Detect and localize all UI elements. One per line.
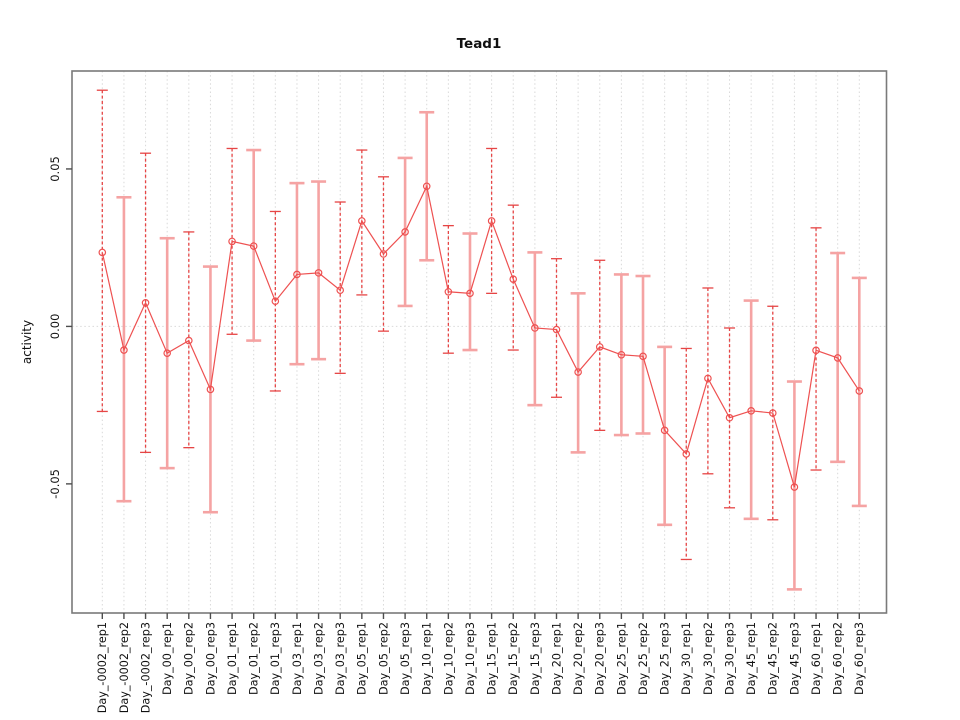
x-tick-label: Day_00_rep1: [161, 622, 174, 695]
data-point-marker: [271, 297, 280, 306]
x-tick-label: Day_15_rep2: [507, 622, 520, 695]
chart-title: Tead1: [456, 36, 502, 52]
data-point-marker: [163, 349, 171, 357]
x-tick-label: Day_15_rep3: [529, 622, 542, 695]
x-tick-label: Day_-0002_rep2: [118, 622, 131, 713]
x-tick-label: Day_60_rep3: [853, 622, 866, 695]
y-tick-label: 0.05: [48, 156, 62, 182]
x-tick-label: Day_03_rep1: [291, 622, 304, 695]
x-tick-label: Day_00_rep3: [204, 622, 217, 695]
x-tick-label: Day_30_rep1: [680, 622, 693, 695]
data-point-marker: [314, 269, 323, 277]
x-tick-label: Day_05_rep2: [377, 622, 390, 695]
data-point-marker: [379, 250, 388, 258]
data-point-marker: [509, 275, 518, 283]
data-point-marker: [249, 242, 258, 250]
x-tick-label: Day_01_rep2: [248, 622, 261, 695]
data-point-marker: [574, 368, 582, 376]
data-point-marker: [466, 289, 474, 298]
data-point-marker: [358, 217, 366, 225]
data-point-marker: [293, 270, 301, 279]
data-point-marker: [660, 426, 669, 435]
data-point-marker: [595, 343, 604, 351]
data-point-marker: [422, 182, 431, 191]
data-point-marker: [120, 346, 128, 354]
x-tick-label: Day_05_rep1: [356, 622, 369, 695]
data-point-marker: [401, 228, 409, 236]
plot-border: [71, 70, 888, 614]
data-point-marker: [141, 298, 150, 307]
x-tick-label: Day_01_rep1: [226, 622, 239, 695]
x-tick-label: Day_10_rep2: [442, 622, 455, 695]
x-tick-label: Day_03_rep2: [313, 622, 326, 695]
data-point-marker: [768, 409, 777, 417]
data-point-marker: [855, 387, 864, 395]
x-tick-label: Day_45_rep2: [767, 622, 780, 695]
x-tick-label: Day_15_rep1: [486, 622, 499, 695]
data-point-marker: [747, 407, 755, 415]
data-point-marker: [487, 217, 496, 225]
data-point-marker: [98, 248, 107, 257]
data-point-marker: [790, 483, 799, 491]
x-tick-label: Day_10_rep1: [421, 622, 434, 695]
x-tick-label: Day_05_rep3: [399, 622, 412, 695]
data-point-marker: [228, 237, 236, 246]
x-tick-label: Day_25_rep2: [637, 622, 650, 695]
x-tick-label: Day_25_rep3: [659, 622, 672, 695]
data-point-marker: [185, 336, 193, 345]
x-tick-label: Day_03_rep3: [334, 622, 347, 695]
data-point-marker: [639, 352, 647, 361]
data-point-marker: [444, 287, 453, 296]
x-tick-label: Day_60_rep2: [832, 622, 845, 695]
data-point-marker: [682, 450, 691, 458]
x-tick-label: Day_30_rep3: [723, 622, 736, 695]
data-point-marker: [704, 374, 712, 383]
x-tick-label: Day_01_rep3: [269, 622, 282, 695]
y-tick-label: -0.05: [48, 469, 62, 499]
x-tick-label: Day_-0002_rep3: [139, 622, 152, 713]
x-tick-label: Day_20_rep2: [572, 622, 585, 695]
x-tick-label: Day_60_rep1: [810, 622, 823, 695]
data-point-marker: [725, 413, 734, 422]
data-point-marker: [552, 325, 561, 334]
y-axis-label: activity: [20, 319, 34, 365]
x-tick-label: Day_20_rep1: [550, 622, 563, 695]
x-tick-label: Day_45_rep3: [788, 622, 801, 695]
x-tick-label: Day_-0002_rep1: [96, 622, 109, 713]
data-point-marker: [617, 350, 626, 359]
data-point-marker: [531, 324, 539, 332]
x-tick-label: Day_30_rep2: [702, 622, 715, 695]
x-tick-label: Day_45_rep1: [745, 622, 758, 695]
x-tick-label: Day_00_rep2: [183, 622, 196, 695]
y-tick-label: 0.00: [48, 314, 62, 340]
series-line: [101, 184, 860, 488]
data-point-marker: [812, 346, 820, 355]
data-point-marker: [206, 385, 215, 394]
x-tick-label: Day_10_rep3: [464, 622, 477, 695]
data-point-marker: [833, 354, 842, 362]
data-point-marker: [336, 286, 345, 294]
x-tick-label: Day_20_rep3: [594, 622, 607, 695]
x-tick-label: Day_25_rep1: [615, 622, 628, 695]
